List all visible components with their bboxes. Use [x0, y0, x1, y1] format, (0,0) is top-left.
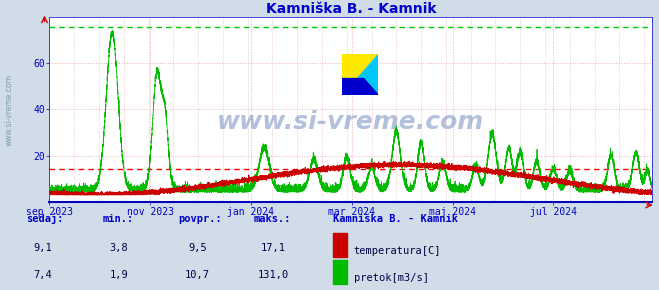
Polygon shape: [342, 54, 378, 95]
Title: Kamniška B. - Kamnik: Kamniška B. - Kamnik: [266, 2, 436, 16]
Text: 9,5: 9,5: [188, 243, 207, 253]
Text: www.si-vreme.com: www.si-vreme.com: [5, 74, 14, 146]
Text: www.si-vreme.com: www.si-vreme.com: [217, 110, 484, 134]
Polygon shape: [342, 54, 378, 95]
Text: 10,7: 10,7: [185, 270, 210, 280]
Text: 9,1: 9,1: [34, 243, 52, 253]
Text: 1,9: 1,9: [109, 270, 128, 280]
Bar: [333, 233, 347, 257]
Text: 3,8: 3,8: [109, 243, 128, 253]
Text: pretok[m3/s]: pretok[m3/s]: [354, 273, 429, 283]
Text: min.:: min.:: [102, 213, 133, 224]
Polygon shape: [342, 79, 378, 95]
Text: 131,0: 131,0: [258, 270, 289, 280]
Text: povpr.:: povpr.:: [178, 213, 221, 224]
Text: sedaj:: sedaj:: [26, 213, 64, 224]
Bar: [333, 260, 347, 284]
Text: temperatura[C]: temperatura[C]: [354, 246, 442, 256]
Text: 7,4: 7,4: [34, 270, 52, 280]
Text: Kamniška B. - Kamnik: Kamniška B. - Kamnik: [333, 213, 458, 224]
Text: 17,1: 17,1: [261, 243, 286, 253]
Text: maks.:: maks.:: [254, 213, 291, 224]
